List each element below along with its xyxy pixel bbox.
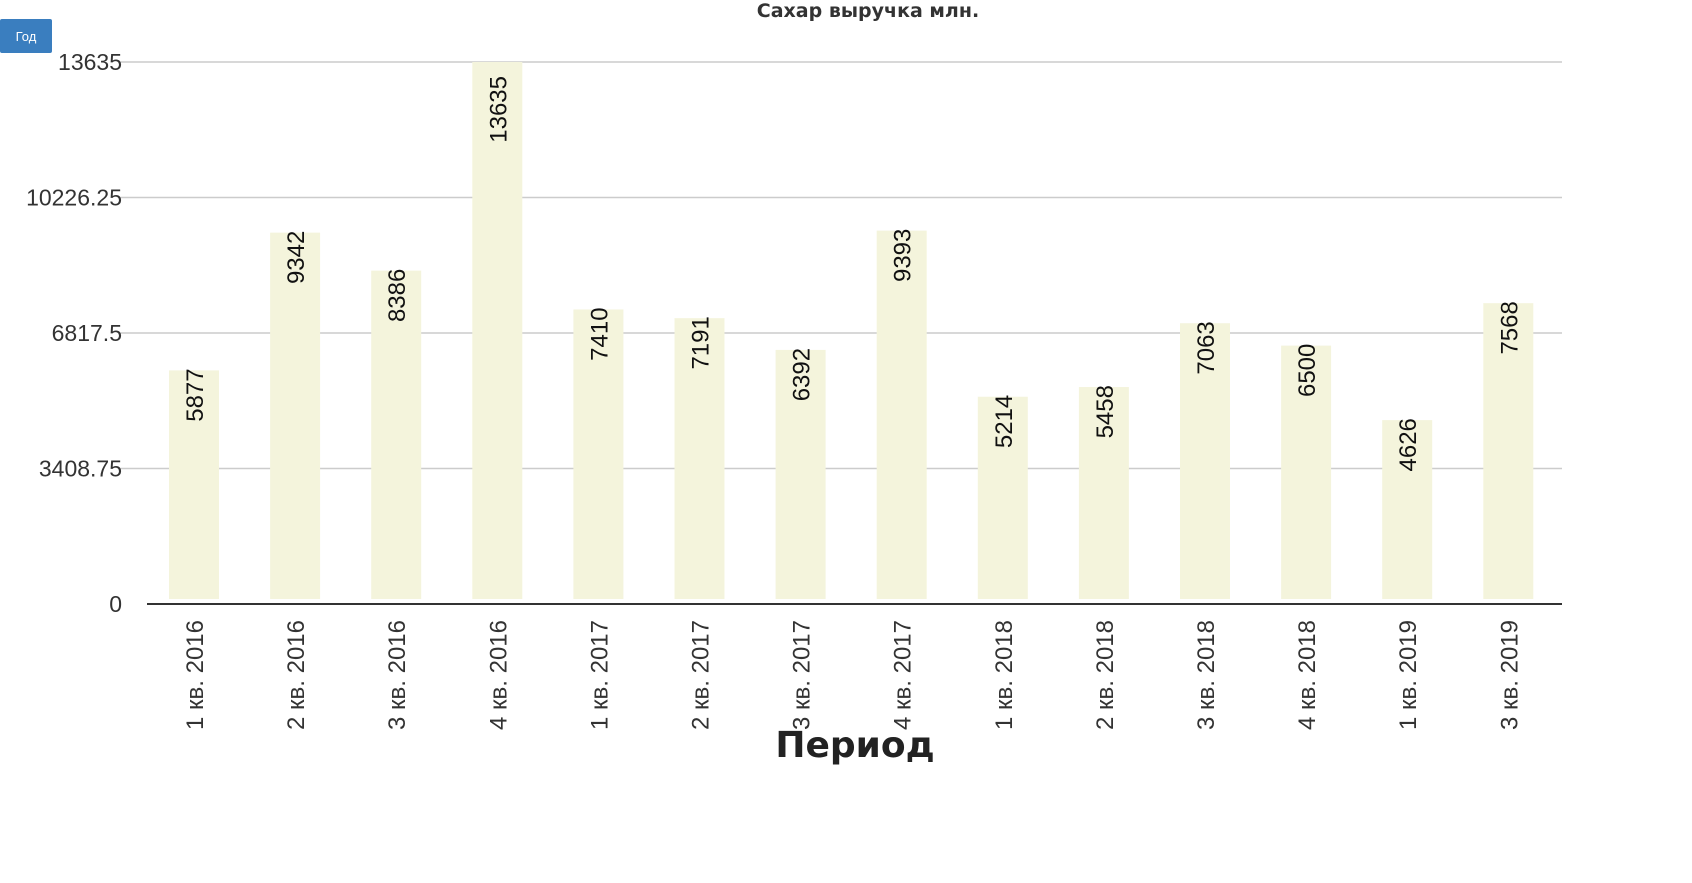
- data-label: 8386: [384, 269, 411, 322]
- grid-lines: [120, 61, 1562, 470]
- x-tick-label: 3 кв. 2017: [789, 620, 816, 730]
- bar: [472, 62, 523, 599]
- bar: [1078, 387, 1129, 599]
- y-tick-label: 3408.75: [39, 456, 122, 482]
- bar: [1180, 323, 1230, 599]
- bar: [674, 318, 725, 599]
- y-tick-label: 13635: [58, 49, 122, 75]
- data-label: 13635: [485, 76, 512, 143]
- x-tick-label: 2 кв. 2017: [688, 620, 715, 730]
- bar: [169, 370, 219, 599]
- y-tick-label: 0: [109, 591, 122, 617]
- year-button[interactable]: Год: [0, 19, 52, 53]
- bar: [977, 396, 1028, 599]
- data-label: 9342: [283, 231, 310, 284]
- x-tick-label: 1 кв. 2018: [991, 620, 1018, 730]
- y-tick-label: 6817.5: [52, 320, 122, 346]
- bar: [1483, 303, 1534, 599]
- x-tick-label: 3 кв. 2019: [1496, 620, 1523, 730]
- x-tick-label: 1 кв. 2016: [182, 620, 209, 730]
- data-labels: 5877 9342 8386 13635 7410 7191 6392 9393 5214 545…: [182, 76, 1523, 472]
- x-tick-label: 4 кв. 2016: [485, 620, 512, 730]
- x-axis-tick-labels: 1 кв. 2016 2 кв. 2016 3 кв. 2016 4 кв. 2016…: [182, 620, 1523, 730]
- data-label: 4626: [1395, 418, 1422, 471]
- data-label: 5877: [182, 368, 209, 421]
- bar: [775, 349, 826, 599]
- x-tick-label: 2 кв. 2016: [283, 620, 310, 730]
- x-tick-label: 4 кв. 2017: [890, 620, 917, 730]
- data-label: 5214: [991, 395, 1018, 448]
- data-label: 7568: [1496, 301, 1523, 354]
- bar: [573, 309, 624, 599]
- x-tick-label: 2 кв. 2018: [1092, 620, 1119, 730]
- data-label: 7410: [586, 307, 613, 360]
- data-label: 7063: [1193, 321, 1220, 374]
- data-label: 7191: [688, 316, 715, 369]
- x-tick-label: 3 кв. 2016: [384, 620, 411, 730]
- bar: [1281, 345, 1332, 599]
- x-axis-title: Период: [775, 725, 934, 766]
- bar: [876, 230, 927, 599]
- bar: [1382, 420, 1433, 599]
- bar: [371, 270, 422, 599]
- x-tick-label: 3 кв. 2018: [1193, 620, 1220, 730]
- y-axis-tick-labels: 0 3408.75 6817.5 10226.25 13635: [26, 49, 122, 617]
- data-label: 5458: [1092, 385, 1119, 438]
- x-tick-label: 1 кв. 2017: [586, 620, 613, 730]
- bars: [169, 62, 1534, 599]
- data-label: 6392: [789, 348, 816, 401]
- x-tick-label: 1 кв. 2019: [1395, 620, 1422, 730]
- chart-title: Сахар выручка млн.: [757, 0, 979, 22]
- y-tick-label: 10226.25: [26, 185, 122, 211]
- bar: [270, 232, 321, 599]
- data-label: 9393: [890, 229, 917, 282]
- x-tick-label: 4 кв. 2018: [1294, 620, 1321, 730]
- data-label: 6500: [1294, 344, 1321, 397]
